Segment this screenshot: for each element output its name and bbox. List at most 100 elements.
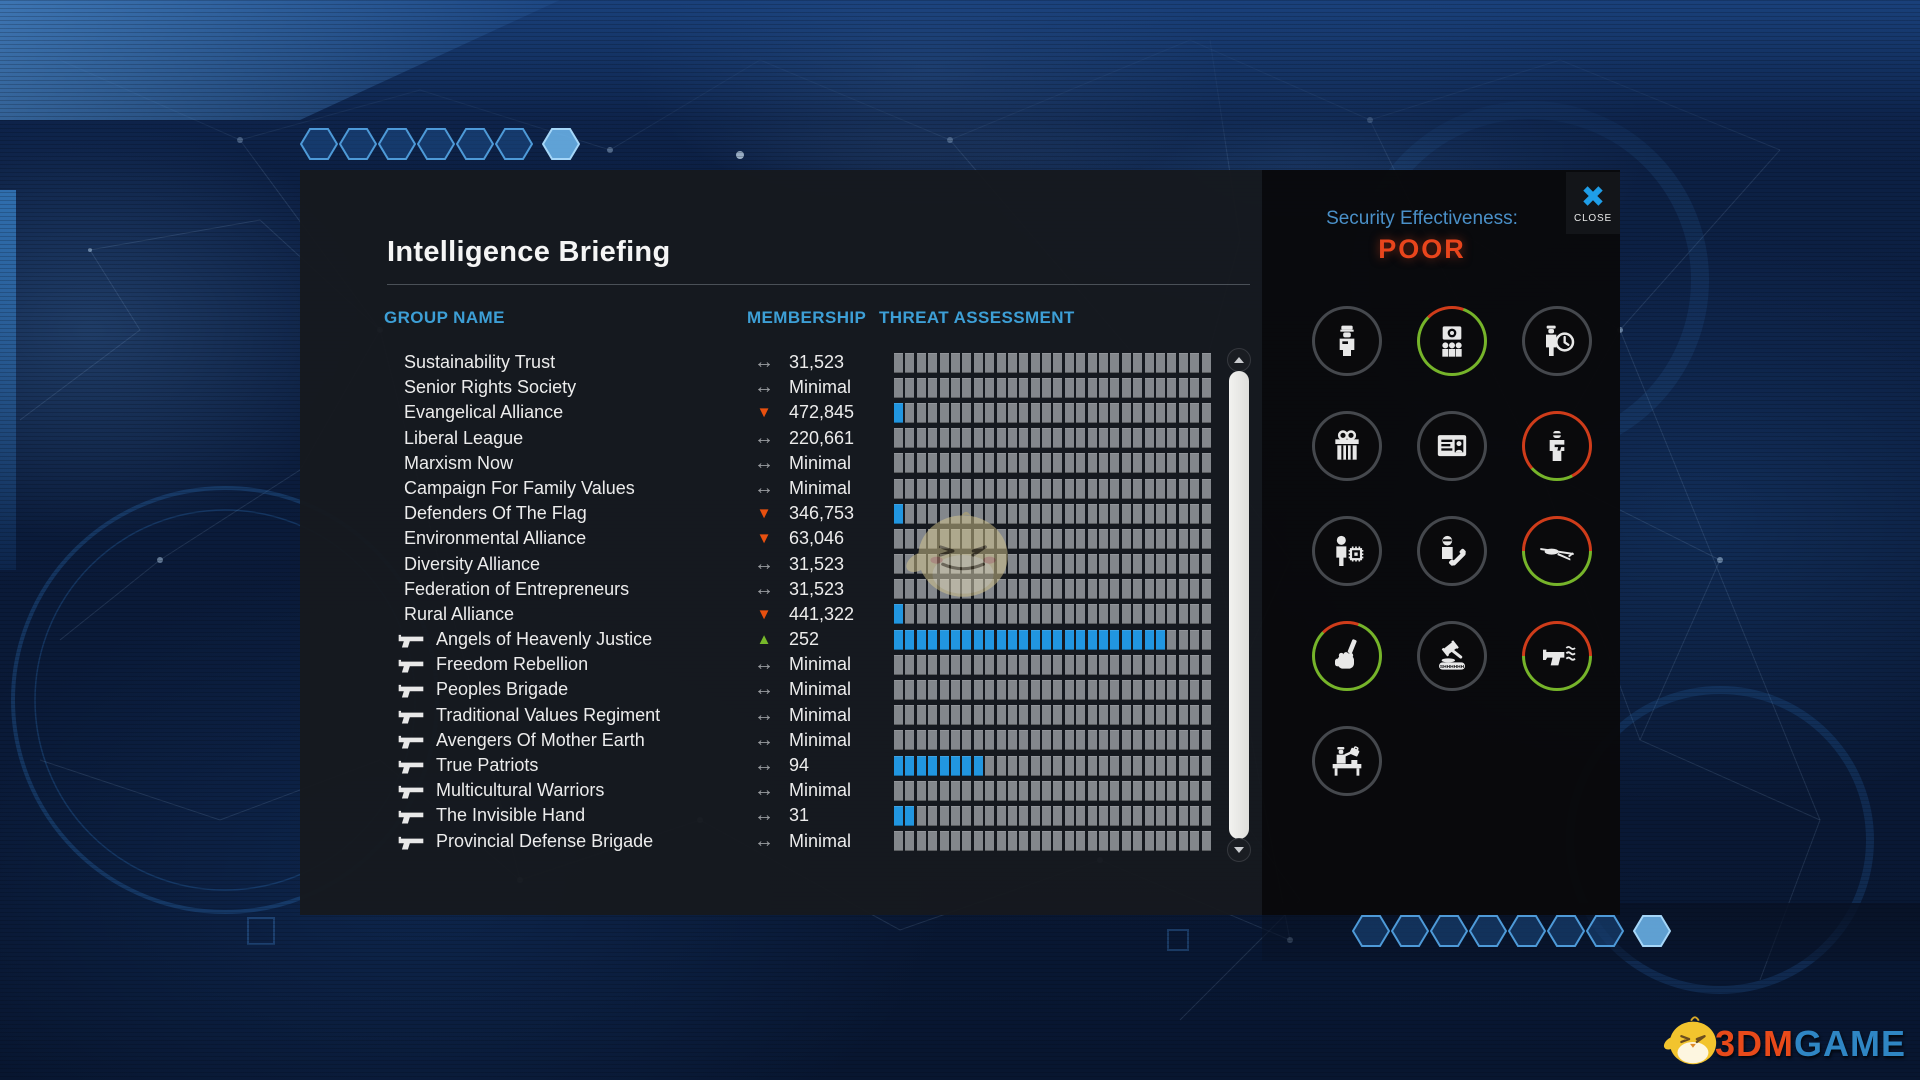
threat-segment [962,755,972,776]
scrollbar[interactable] [1227,348,1251,862]
threat-segment [1042,478,1052,499]
pistol-icon [398,786,424,799]
threat-segment [1007,503,1017,524]
threat-segment [1110,831,1120,852]
threat-segment [973,831,983,852]
threat-segment [1110,554,1120,575]
threat-segment [1042,453,1052,474]
gavel-shh-button[interactable]: SHHHHHH [1416,620,1487,691]
threat-segment [1099,554,1109,575]
threat-segment [996,503,1006,524]
threat-segment [1099,453,1109,474]
person-phone-button[interactable] [1416,515,1487,586]
threat-segment [1121,579,1131,600]
threat-segment [1087,755,1097,776]
threat-segment [1144,604,1154,625]
threat-segment [928,654,938,675]
threat-segment [1155,680,1165,701]
threat-segment [962,478,972,499]
threat-segment [1053,680,1063,701]
threat-segment [1110,654,1120,675]
threat-segment [1019,654,1029,675]
threat-segment [916,453,926,474]
person-chip-button[interactable] [1311,515,1382,586]
fist-pen-button[interactable] [1311,620,1382,691]
threat-segment [1121,629,1131,650]
threat-segment [1110,377,1120,398]
drone-button[interactable] [1521,515,1592,586]
threat-segment [1064,755,1074,776]
close-icon [1583,186,1603,206]
hexagon-icon [1469,915,1507,947]
threat-segment [985,705,995,726]
threat-segment [985,654,995,675]
trend-down-icon: ▼ [756,505,772,523]
close-button[interactable]: CLOSE [1566,172,1620,234]
threat-segment [1042,554,1052,575]
threat-segment [1099,352,1109,373]
desk-inspection-button[interactable] [1311,725,1382,796]
threat-segment [1053,730,1063,751]
column-header-membership: MEMBERSHIP [747,308,867,327]
threat-segment [1076,604,1086,625]
threat-segment [1064,453,1074,474]
scroll-down-button[interactable] [1227,838,1251,862]
scrollbar-thumb[interactable] [1229,371,1249,839]
table-row: Marxism Now ↔ Minimal [300,451,1262,476]
threat-segment [1178,705,1188,726]
threat-segment [894,629,903,650]
threat-segment [1042,780,1052,801]
threat-segment [950,654,960,675]
trend-flat-icon: ↔ [754,451,774,474]
gavel-shh-icon: SHHHHHH [1438,639,1465,669]
threat-segment [1053,352,1063,373]
threat-segment [1121,654,1131,675]
trend-flat-icon: ↔ [754,779,774,802]
threat-segment [1030,805,1040,826]
pistol-waves-button[interactable] [1521,620,1592,691]
column-header-threat: THREAT ASSESSMENT [879,308,1075,327]
threat-segment [1064,579,1074,600]
hexagon-icon [1547,915,1585,947]
threat-segment [1064,654,1074,675]
threat-segment [1155,831,1165,852]
table-row: Senior Rights Society ↔ Minimal [300,375,1262,400]
threat-segment [985,805,995,826]
membership-value: Minimal [789,477,852,498]
scroll-up-button[interactable] [1227,348,1251,372]
guard-gun-button[interactable] [1521,410,1592,481]
table-row: Angels of Heavenly Justice ▲ 252 [300,627,1262,652]
threat-segment [928,730,938,751]
page-title: Intelligence Briefing [387,236,671,268]
officer-clock-button[interactable] [1521,305,1592,376]
threat-bar [894,654,1211,675]
threat-segment [996,680,1006,701]
threat-bar [894,805,1211,826]
threat-segment [1030,579,1040,600]
threat-segment [1144,352,1154,373]
threat-segment [1087,780,1097,801]
group-name: Defenders Of The Flag [404,503,587,524]
threat-segment [1167,805,1177,826]
group-name: Environmental Alliance [404,528,587,549]
threat-segment [1121,554,1131,575]
table-row: Multicultural Warriors ↔ Minimal [300,778,1262,803]
threat-segment [1076,730,1086,751]
threat-segment [1087,730,1097,751]
camera-people-button[interactable] [1416,305,1487,376]
threat-segment [1053,629,1063,650]
police-officer-button[interactable] [1311,305,1382,376]
threat-segment [905,831,915,852]
threat-segment [1030,780,1040,801]
gift-button[interactable] [1311,410,1382,481]
threat-segment [1144,377,1154,398]
threat-segment [894,352,903,373]
id-card-button[interactable] [1416,410,1487,481]
threat-segment [1053,428,1063,449]
threat-segment [1030,680,1040,701]
threat-segment [1087,604,1097,625]
threat-segment [928,503,938,524]
threat-segment [1178,453,1188,474]
threat-segment [996,730,1006,751]
threat-segment [1053,453,1063,474]
